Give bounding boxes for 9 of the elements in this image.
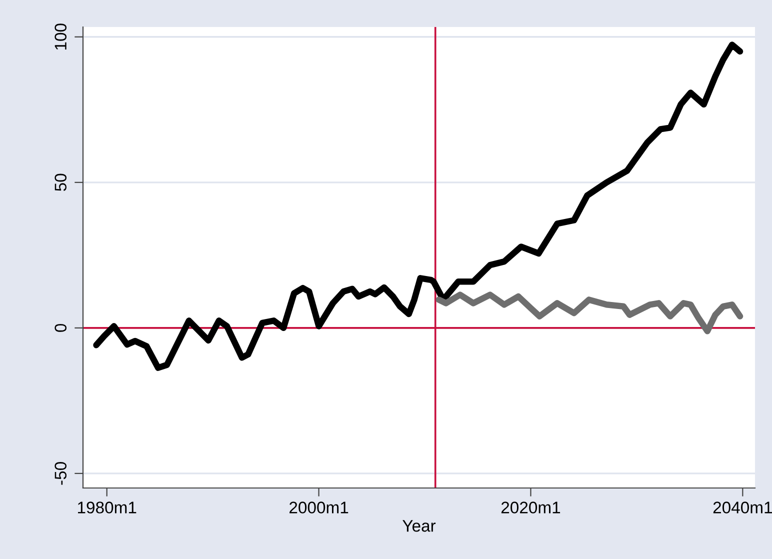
y-tick-label: 0 [54,324,67,332]
y-tick-label: -50 [54,462,67,485]
x-tick-label: 2000m1 [290,502,348,514]
x-tick-label: 1980m1 [78,502,136,514]
x-axis-title: Year [402,520,436,532]
x-tick-label: 2040m1 [713,502,772,514]
y-tick-label: 50 [54,174,67,192]
y-tick-label: 100 [54,24,67,50]
x-tick-label: 2020m1 [501,502,560,514]
